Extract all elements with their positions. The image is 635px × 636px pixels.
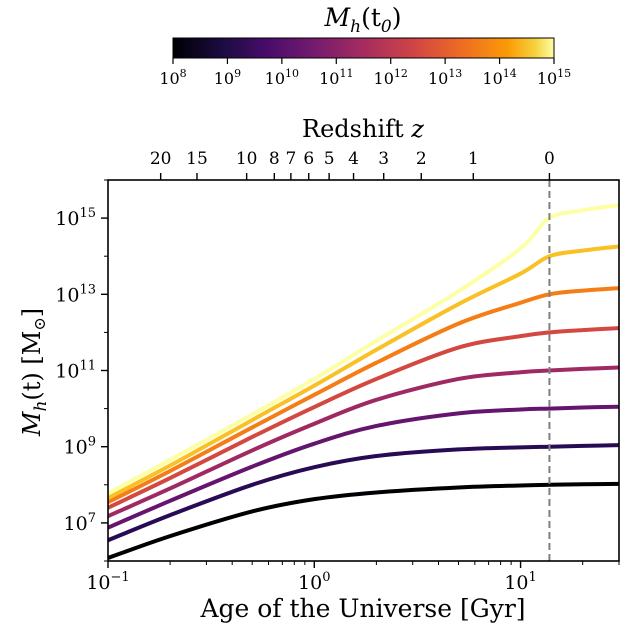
top-tick-label: 20 xyxy=(150,149,172,169)
x-tick-label: 101 xyxy=(504,570,536,594)
colorbar-tick-label: 1010 xyxy=(265,67,299,88)
top-tick-label: 0 xyxy=(544,149,555,169)
series-line-logM0-9 xyxy=(108,443,619,543)
top-tick-label: 7 xyxy=(285,149,296,169)
top-tick-label: 3 xyxy=(378,149,389,169)
top-tick-label: 1 xyxy=(468,149,479,169)
y-tick-label: 109 xyxy=(64,435,96,459)
y-tick-label: 107 xyxy=(64,511,96,535)
colorbar-ticks: 108 109 1010 1011 1012 1013 1014 1015 xyxy=(159,58,571,88)
colorbar-tick-label: 109 xyxy=(214,67,241,88)
colorbar-label: Mh(t0) xyxy=(324,3,402,37)
colorbar: Mh(t0) 108 109 1010 1011 1012 1013 1014 1015 xyxy=(159,3,571,88)
top-tick-label: 6 xyxy=(303,149,314,169)
series-line-logM0-11 xyxy=(108,365,619,519)
colorbar-tick-label: 108 xyxy=(159,67,186,88)
top-tick-label: 2 xyxy=(416,149,427,169)
y-tick-label: 1013 xyxy=(55,282,96,306)
plot-lines xyxy=(108,180,619,561)
top-tick-label: 10 xyxy=(236,149,258,169)
x-axis-label: Age of the Universe [Gyr] xyxy=(199,594,525,623)
series-line-logM0-15 xyxy=(108,203,619,496)
top-tick-label: 4 xyxy=(348,149,359,169)
y-tick-label: 1015 xyxy=(55,206,96,230)
colorbar-tick-label: 1013 xyxy=(428,67,462,88)
colorbar-tick-label: 1012 xyxy=(374,67,408,88)
top-tick-label: 5 xyxy=(324,149,335,169)
colorbar-tick-label: 1014 xyxy=(482,67,516,88)
top-axis-label: Redshift z xyxy=(302,115,424,143)
series-line-logM0-14 xyxy=(108,244,619,501)
colorbar-tick-label: 1015 xyxy=(537,67,571,88)
series-line-logM0-8 xyxy=(108,481,619,560)
y-tick-label: 1011 xyxy=(55,359,96,383)
colorbar-tick-label: 1011 xyxy=(319,67,353,88)
series-line-logM0-13 xyxy=(108,286,619,505)
y-axis-label: Mh(t) [M⊙] xyxy=(18,308,51,437)
series-line-logM0-10 xyxy=(108,404,619,530)
top-tick-label: 8 xyxy=(269,149,280,169)
x-tick-label: 10−1 xyxy=(86,570,129,594)
series-line-logM0-12 xyxy=(108,326,619,510)
top-tick-label: 15 xyxy=(186,149,208,169)
colorbar-gradient xyxy=(172,37,555,59)
x-tick-label: 100 xyxy=(298,570,330,594)
